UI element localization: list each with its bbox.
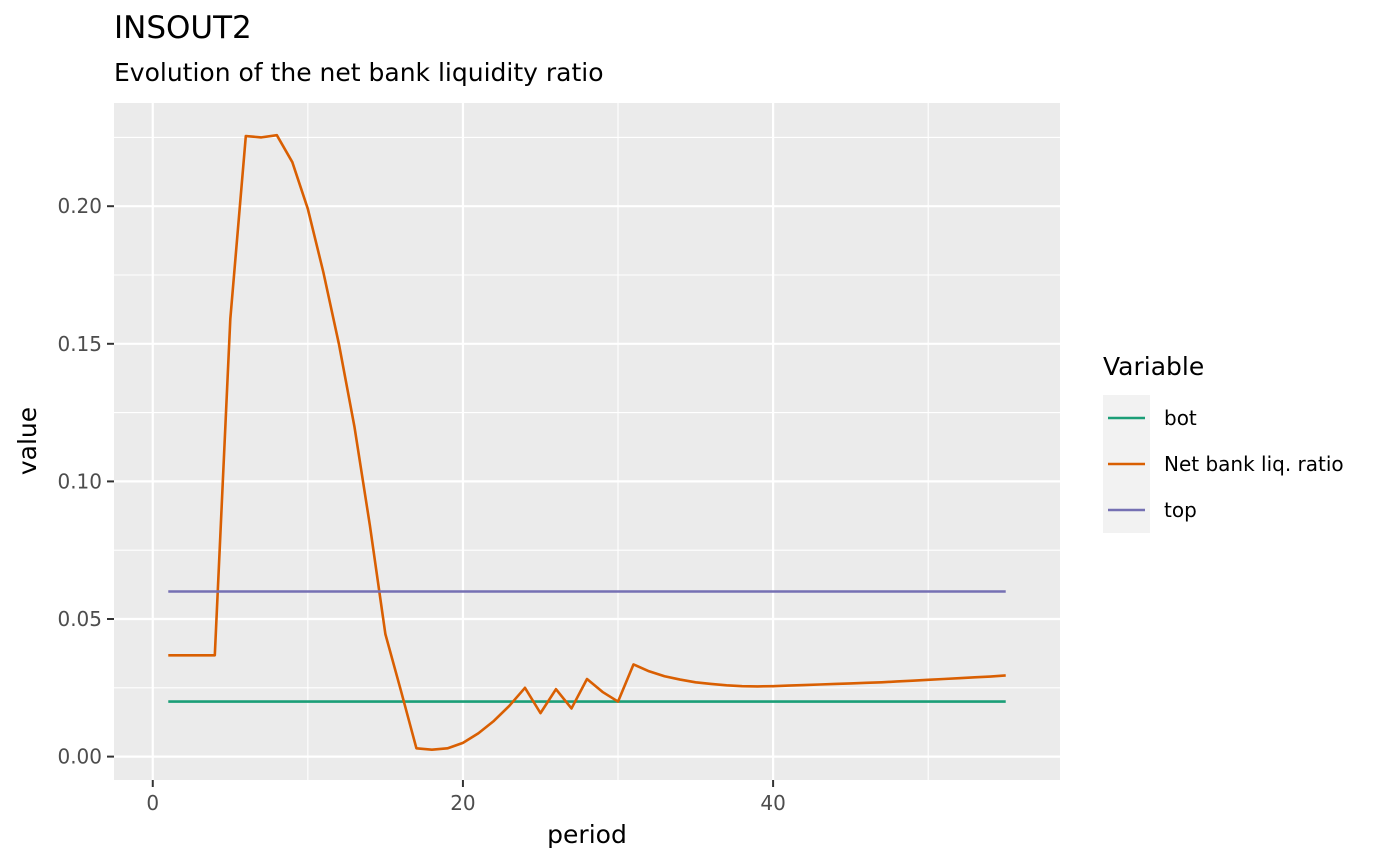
y-axis-title: value	[13, 407, 42, 475]
y-tick-label: 0.20	[57, 194, 102, 218]
chart-subtitle: Evolution of the net bank liquidity rati…	[114, 58, 604, 87]
legend-label: top	[1164, 498, 1197, 522]
legend-label: Net bank liq. ratio	[1164, 452, 1344, 476]
y-tick-label: 0.05	[57, 607, 102, 631]
y-tick-label: 0.10	[57, 469, 102, 493]
x-tick-label: 0	[146, 791, 159, 815]
y-tick-label: 0.15	[57, 332, 102, 356]
series-layer	[168, 133, 1006, 752]
legend-label: bot	[1164, 406, 1197, 430]
series-line-net-bank-liq-ratio	[168, 133, 1006, 752]
y-tick-label: 0.00	[57, 745, 102, 769]
x-tick-label: 20	[450, 791, 475, 815]
y-axis: 0.00 0.05 0.10 0.15 0.20	[57, 194, 114, 769]
legend: Variable bot Net bank liq. ratio top	[1103, 352, 1344, 533]
legend-title: Variable	[1103, 352, 1204, 381]
plot-panel	[114, 103, 1060, 780]
major-gridlines	[114, 103, 1060, 780]
x-axis: 0 20 40	[146, 780, 786, 815]
x-tick-label: 40	[760, 791, 785, 815]
minor-gridlines	[114, 103, 1060, 780]
chart-title: INSOUT2	[114, 10, 252, 46]
x-axis-title: period	[547, 820, 627, 849]
